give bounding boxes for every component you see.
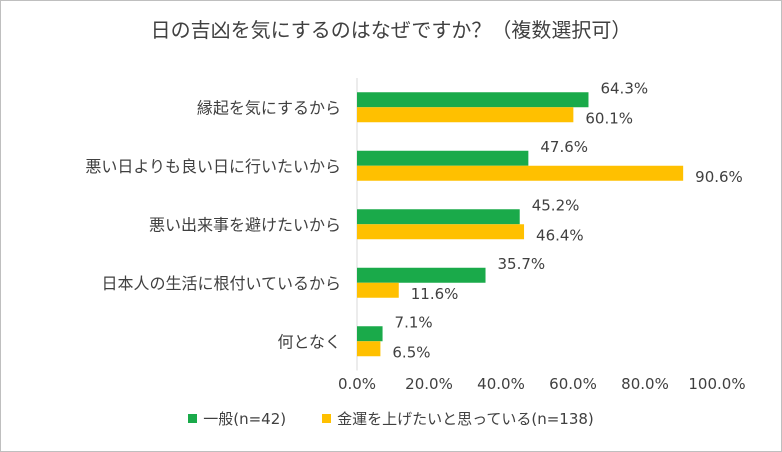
data-label-general: 7.1%: [395, 313, 433, 331]
data-label-general: 47.6%: [540, 138, 588, 156]
legend-item-general: 一般(n=42): [188, 408, 286, 429]
x-tick-label: 40.0%: [477, 375, 525, 393]
bar-fortune: [357, 282, 399, 298]
legend-swatch-general: [188, 414, 198, 423]
legend-label-general: 一般(n=42): [203, 410, 287, 428]
bar-general: [357, 267, 486, 283]
bar-fortune: [357, 107, 574, 123]
data-label-fortune: 6.5%: [392, 343, 430, 361]
x-tick-label: 20.0%: [405, 375, 453, 393]
category-label: 悪い日よりも良い日に行いたいから: [85, 157, 341, 176]
data-label-fortune: 60.1%: [585, 109, 633, 127]
category-label: 何となく: [277, 332, 341, 351]
bar-fortune: [357, 341, 381, 357]
data-label-general: 64.3%: [600, 79, 648, 97]
bar-general: [357, 326, 383, 342]
data-label-fortune: 11.6%: [411, 285, 459, 303]
data-label-fortune: 90.6%: [695, 168, 743, 186]
x-tick-label: 0.0%: [338, 375, 376, 393]
data-label-general: 45.2%: [532, 196, 580, 214]
legend: 一般(n=42) 金運を上げたいと思っている(n=138): [0, 408, 782, 429]
bar-general: [357, 150, 529, 166]
chart-title: 日の吉凶を気にするのはなぜですか？（複数選択可）: [150, 18, 632, 42]
bar-general: [357, 209, 520, 225]
bar-fortune: [357, 165, 684, 181]
data-label-fortune: 46.4%: [536, 226, 584, 244]
x-tick-label: 80.0%: [621, 375, 669, 393]
bar-fortune: [357, 224, 525, 240]
category-label: 悪い出来事を避けたいから: [149, 215, 341, 234]
data-label-general: 35.7%: [498, 255, 546, 273]
category-label: 日本人の生活に根付いているから: [101, 274, 341, 293]
legend-item-fortune: 金運を上げたいと思っている(n=138): [322, 408, 594, 429]
legend-label-fortune: 金運を上げたいと思っている(n=138): [337, 410, 594, 428]
bar-general: [357, 92, 589, 108]
x-tick-label: 60.0%: [549, 375, 597, 393]
legend-swatch-fortune: [322, 414, 332, 423]
category-label: 縁起を気にするから: [197, 98, 341, 117]
x-tick-label: 100.0%: [688, 375, 745, 393]
